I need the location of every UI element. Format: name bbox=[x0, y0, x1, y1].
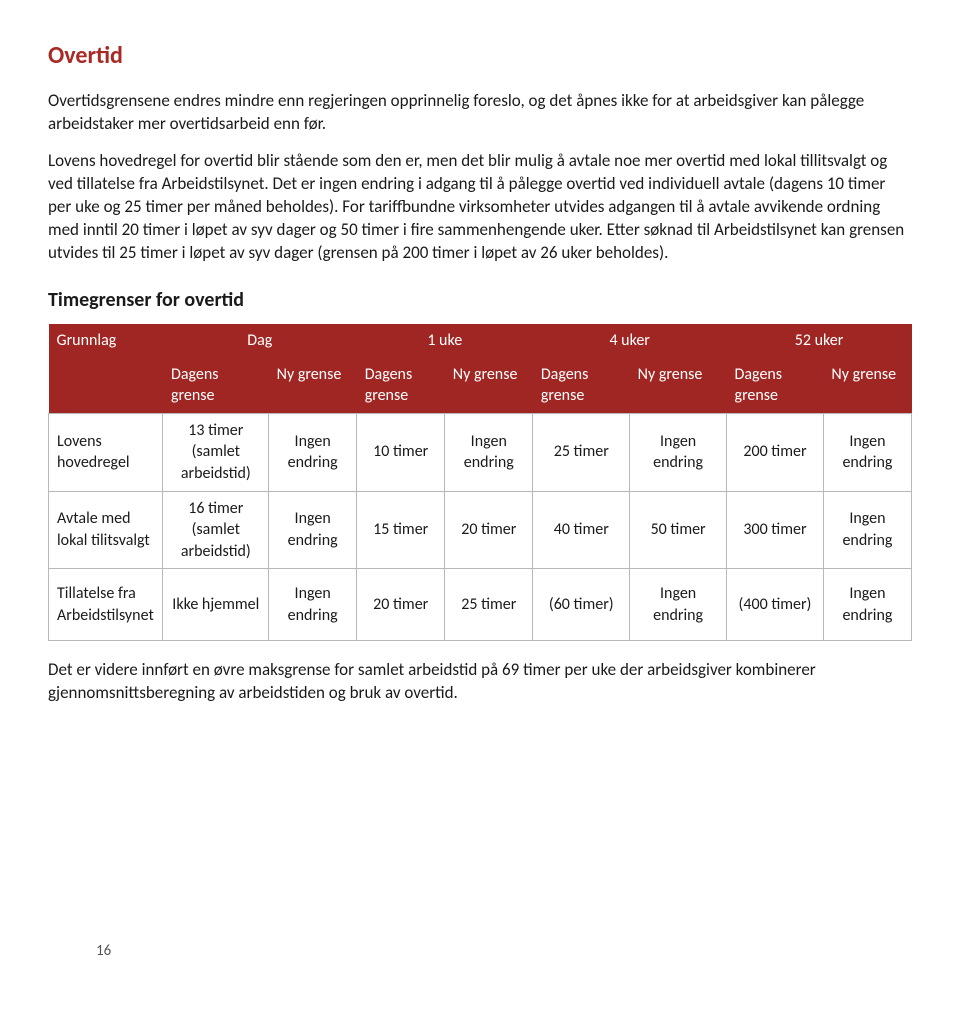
table-cell: 10 timer bbox=[357, 413, 445, 491]
table-cell: 40 timer bbox=[533, 491, 630, 569]
table-body: Lovens hovedregel13 timer (samlet arbeid… bbox=[49, 413, 912, 641]
col-1uke-dagens: Dagens grense bbox=[357, 358, 445, 414]
table-header-row-1: Grunnlag Dag 1 uke 4 uker 52 uker bbox=[49, 324, 912, 358]
table-cell: 13 timer (samlet arbeidstid) bbox=[163, 413, 269, 491]
table-cell: 20 timer bbox=[357, 569, 445, 641]
table-row: Tillatelse fra Arbeids­tilsynetIkke hjem… bbox=[49, 569, 912, 641]
row-label: Lovens hovedregel bbox=[49, 413, 163, 491]
table-cell: Ingen endring bbox=[269, 491, 357, 569]
col-4uker-ny: Ny grense bbox=[630, 358, 727, 414]
table-cell: Ingen endring bbox=[269, 569, 357, 641]
intro-paragraph-1: Overtidsgrensene endres mindre enn regje… bbox=[48, 90, 912, 136]
col-group-dag: Dag bbox=[163, 324, 357, 358]
table-cell: Ingen endring bbox=[823, 413, 911, 491]
overtid-table: Grunnlag Dag 1 uke 4 uker 52 uker Dagens… bbox=[48, 324, 912, 641]
table-cell: Ingen endring bbox=[823, 491, 911, 569]
col-dag-dagens: Dagens grense bbox=[163, 358, 269, 414]
table-caption: Timegrenser for overtid bbox=[48, 287, 912, 314]
col-group-1uke: 1 uke bbox=[357, 324, 533, 358]
table-row: Avtale med lokal tilitsvalgt16 timer (sa… bbox=[49, 491, 912, 569]
col-grunnlag: Grunnlag bbox=[49, 324, 163, 413]
table-cell: 25 timer bbox=[445, 569, 533, 641]
table-cell: 200 timer bbox=[727, 413, 824, 491]
table-cell: 15 timer bbox=[357, 491, 445, 569]
page-number: 16 bbox=[96, 941, 111, 961]
table-cell: 16 timer (samlet arbeidstid) bbox=[163, 491, 269, 569]
table-cell: Ikke hjemmel bbox=[163, 569, 269, 641]
table-cell: 300 timer bbox=[727, 491, 824, 569]
col-dag-ny: Ny grense bbox=[269, 358, 357, 414]
table-row: Lovens hovedregel13 timer (samlet arbeid… bbox=[49, 413, 912, 491]
col-group-52uker: 52 uker bbox=[727, 324, 912, 358]
table-cell: Ingen endring bbox=[445, 413, 533, 491]
row-label: Avtale med lokal tilitsvalgt bbox=[49, 491, 163, 569]
table-cell: Ingen endring bbox=[823, 569, 911, 641]
table-cell: (400 timer) bbox=[727, 569, 824, 641]
row-label: Tillatelse fra Arbeids­tilsynet bbox=[49, 569, 163, 641]
table-header-row-2: Dagens grense Ny grense Dagens grense Ny… bbox=[49, 358, 912, 414]
table-cell: Ingen endring bbox=[630, 413, 727, 491]
table-cell: Ingen endring bbox=[269, 413, 357, 491]
col-group-4uker: 4 uker bbox=[533, 324, 727, 358]
col-52uker-ny: Ny grense bbox=[823, 358, 911, 414]
section-heading: Overtid bbox=[48, 40, 912, 72]
table-cell: 50 timer bbox=[630, 491, 727, 569]
intro-paragraph-2: Lovens hovedregel for overtid blir ståen… bbox=[48, 150, 912, 265]
table-cell: (60 timer) bbox=[533, 569, 630, 641]
table-cell: 25 timer bbox=[533, 413, 630, 491]
closing-paragraph: Det er videre innført en øvre maksgrense… bbox=[48, 659, 912, 705]
col-1uke-ny: Ny grense bbox=[445, 358, 533, 414]
col-4uker-dagens: Dagens grense bbox=[533, 358, 630, 414]
table-cell: 20 timer bbox=[445, 491, 533, 569]
table-cell: Ingen endring bbox=[630, 569, 727, 641]
col-52uker-dagens: Dagens grense bbox=[727, 358, 824, 414]
